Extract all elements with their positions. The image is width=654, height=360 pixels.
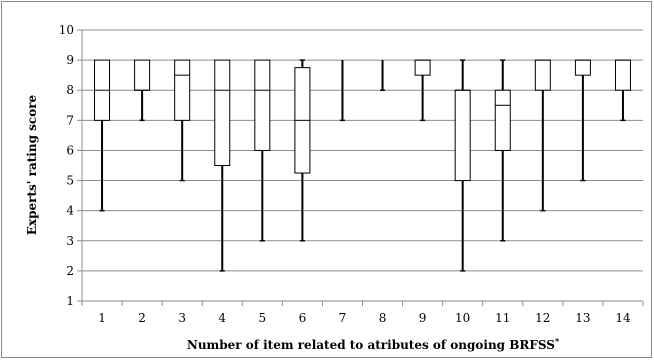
x-tick-label-7: 7 [339, 311, 347, 325]
box-body-3 [174, 59, 191, 121]
x-tick-label-6: 6 [299, 311, 307, 325]
box-body-14 [614, 59, 631, 91]
x-tick-label-12: 12 [535, 311, 550, 325]
box-4 [214, 59, 231, 272]
boxes [94, 59, 631, 272]
gridlines [82, 29, 643, 272]
box-13 [574, 59, 591, 182]
y-tick-label-9: 9 [66, 53, 74, 67]
y-tick-label-4: 4 [66, 204, 74, 218]
box-2 [134, 59, 151, 122]
x-tick-label-9: 9 [419, 311, 427, 325]
box-5 [254, 59, 271, 242]
box-body-9 [414, 59, 431, 76]
y-tick-label-5: 5 [66, 174, 74, 188]
box-10 [454, 59, 471, 272]
box-body-5 [254, 59, 271, 151]
x-tick-labels: 1 2 3 4 5 6 7 8 9 10 11 12 13 14 [98, 311, 631, 325]
x-axis-title-superscript: * [555, 336, 560, 346]
box-6 [294, 59, 311, 242]
y-tick-label-3: 3 [66, 234, 74, 248]
box-3 [174, 59, 191, 182]
y-tick-label-8: 8 [66, 83, 74, 97]
x-axis-title-text: Number of item related to atributes of o… [187, 338, 555, 352]
y-axis-title: Experts' rating score [25, 94, 39, 235]
box-12 [534, 59, 551, 212]
box-11 [494, 59, 511, 242]
box-7 [339, 60, 345, 122]
box-14 [614, 59, 631, 122]
x-tick-label-11: 11 [495, 311, 510, 325]
x-tick-label-5: 5 [259, 311, 267, 325]
x-tick-label-10: 10 [455, 311, 470, 325]
x-tick-label-14: 14 [615, 311, 631, 325]
x-tick-label-2: 2 [138, 311, 146, 325]
x-axis-title: Number of item related to atributes of o… [187, 336, 560, 352]
box-body-10 [454, 89, 471, 182]
y-tick-label-6: 6 [66, 143, 74, 157]
x-tick-label-13: 13 [575, 311, 590, 325]
box-body-2 [134, 59, 151, 91]
box-1 [94, 59, 111, 212]
y-tick-label-1: 1 [66, 294, 74, 308]
x-tick-label-3: 3 [178, 311, 186, 325]
box-body-11 [494, 89, 511, 151]
x-tick-label-4: 4 [218, 311, 226, 325]
y-tick-label-10: 10 [59, 23, 74, 37]
y-tick-label-2: 2 [66, 264, 74, 278]
box-body-13 [574, 59, 591, 76]
x-tick-label-1: 1 [98, 311, 106, 325]
box-body-4 [214, 59, 231, 166]
y-tick-labels: 1 2 3 4 5 6 7 8 9 10 [59, 23, 75, 308]
box-body-12 [534, 59, 551, 91]
y-tick-label-7: 7 [66, 113, 74, 127]
x-tick-label-8: 8 [379, 311, 387, 325]
axes [77, 29, 644, 306]
box-8 [380, 60, 386, 91]
box-9 [414, 59, 431, 122]
